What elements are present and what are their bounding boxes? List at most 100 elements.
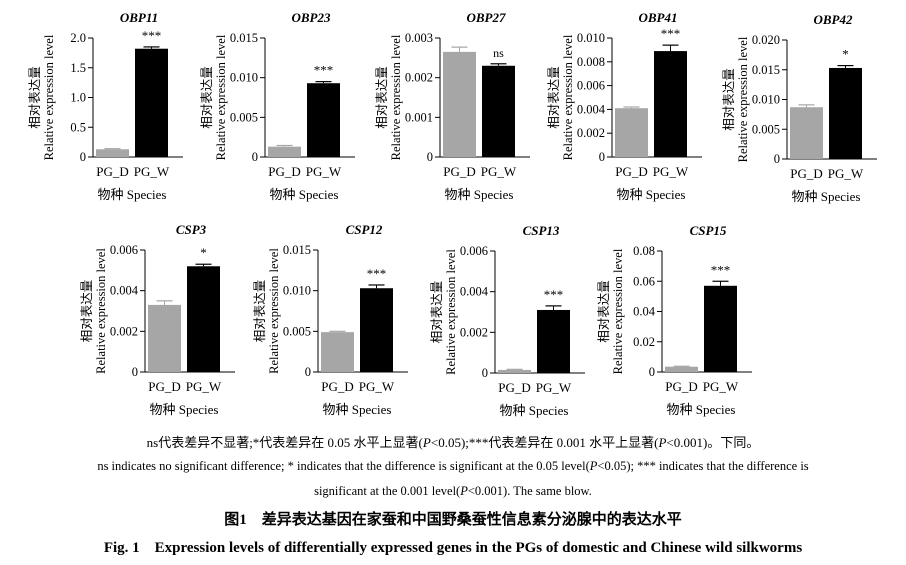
y-tick-label: 2.0 [70,31,86,45]
y-tick-label: 0.010 [577,31,605,45]
y-tick-label: 0.006 [460,244,488,258]
bar-pg-w [135,49,168,157]
x-axis-label: 物种 Species [792,189,861,204]
y-axis-label: Relative expression level [94,248,108,374]
y-tick-label: 0.010 [283,284,311,298]
y-tick-label: 0 [599,150,605,164]
y-axis-label: Relative expression level [444,249,458,375]
bar-pg-d [615,108,648,157]
bar-pg-w [360,288,393,372]
x-axis-label: 物种 Species [98,187,167,202]
chart-title: OBP11 [120,10,158,25]
x-category-label: PG_W [134,164,170,179]
y-axis-label: Relative expression level [214,34,228,160]
y-tick-label: 0.006 [577,79,605,93]
significance-mark: *** [142,28,162,43]
figure-title-chinese: 图1 差异表达基因在家蚕和中国野桑蚕性信息素分泌腺中的表达水平 [0,508,906,529]
significance-mark: * [842,47,849,62]
error-bar [196,264,212,266]
error-bar [369,285,385,288]
x-axis-label: 物种 Species [323,402,392,417]
significance-mark: * [200,245,207,260]
error-bar [491,64,507,66]
y-axis-label-chinese: 相对表达量 [722,68,736,131]
y-axis-label-chinese: 相对表达量 [430,281,444,344]
y-tick-label: 0 [305,365,311,379]
chart-title: OBP41 [639,10,678,25]
significance-mark: *** [544,287,564,302]
chart-title: OBP42 [814,12,854,27]
x-category-label: PG_D [498,380,531,395]
y-tick-label: 0.005 [752,122,780,136]
y-tick-label: 0 [132,365,138,379]
chart-title: OBP23 [292,10,332,25]
significance-mark: ns [493,46,504,60]
y-tick-label: 0.04 [633,305,656,319]
error-bar [277,145,293,146]
chart-csp12: CSP1200.0050.0100.015Relative expression… [253,222,408,417]
error-bar [713,281,729,286]
x-axis-label: 物种 Species [445,187,514,202]
y-tick-label: 0.020 [752,33,780,47]
chart-obp42: OBP4200.0050.0100.0150.020Relative expre… [722,12,877,204]
y-tick-label: 0.002 [405,71,433,85]
bar-pg-d [498,370,531,373]
figure-panels: OBP1100.51.01.52.0Relative expression le… [0,0,906,430]
y-tick-label: 0.015 [752,63,780,77]
x-category-label: PG_W [481,164,517,179]
y-axis-label: Relative expression level [42,34,56,160]
x-axis-label: 物种 Species [617,187,686,202]
y-tick-label: 0.003 [405,31,433,45]
error-bar [144,47,160,49]
y-tick-label: 0.010 [752,93,780,107]
bar-pg-w [187,266,220,372]
y-tick-label: 0.006 [110,243,138,257]
y-axis-label: Relative expression level [267,248,281,374]
x-category-label: PG_D [268,164,301,179]
y-axis-label: Relative expression level [611,248,625,374]
error-bar [507,369,523,370]
bar-pg-w [654,51,687,157]
chart-obp11: OBP1100.51.01.52.0Relative expression le… [28,10,183,202]
y-tick-label: 1.5 [70,61,86,75]
x-category-label: PG_D [615,164,648,179]
error-bar [316,82,332,84]
chart-title: CSP13 [523,223,560,238]
x-category-label: PG_D [321,379,354,394]
bar-pg-d [96,149,129,157]
bar-pg-d [790,107,823,159]
y-axis-label-chinese: 相对表达量 [28,66,42,129]
y-tick-label: 0.004 [460,285,489,299]
y-tick-label: 0.06 [633,274,655,288]
caption-english-note-line1: ns indicates no significant difference; … [0,459,906,474]
chart-title: CSP12 [346,222,383,237]
bar-pg-d [268,147,301,157]
y-axis-label: Relative expression level [736,36,750,162]
x-category-label: PG_W [359,379,395,394]
y-tick-label: 0.010 [230,71,258,85]
y-tick-label: 0.004 [577,102,606,116]
x-category-label: PG_W [306,164,342,179]
y-tick-label: 0 [427,150,433,164]
y-tick-label: 0 [80,150,86,164]
x-category-label: PG_D [443,164,476,179]
y-tick-label: 0.002 [577,126,605,140]
chart-csp13: CSP13 0 0.002 0.004 0.006Relative expression… [430,223,585,418]
bar-pg-w [482,66,515,157]
y-tick-label: 0.015 [283,243,311,257]
chart-csp15: CSP1500.020.040.060.08Relative expressio… [597,223,752,417]
error-bar [452,47,468,52]
y-tick-label: 1.0 [70,91,86,105]
x-category-label: PG_D [96,164,129,179]
bar-pg-d [443,52,476,157]
significance-mark: *** [711,262,731,277]
x-axis-label: 物种 Species [667,402,736,417]
y-tick-label: 0.002 [460,325,488,339]
x-category-label: PG_W [703,379,739,394]
x-category-label: PG_D [148,379,181,394]
error-bar [799,105,815,107]
y-tick-label: 0 [482,366,488,380]
y-tick-label: 0 [252,150,258,164]
chart-title: CSP3 [176,222,207,237]
y-axis-label-chinese: 相对表达量 [200,66,214,129]
